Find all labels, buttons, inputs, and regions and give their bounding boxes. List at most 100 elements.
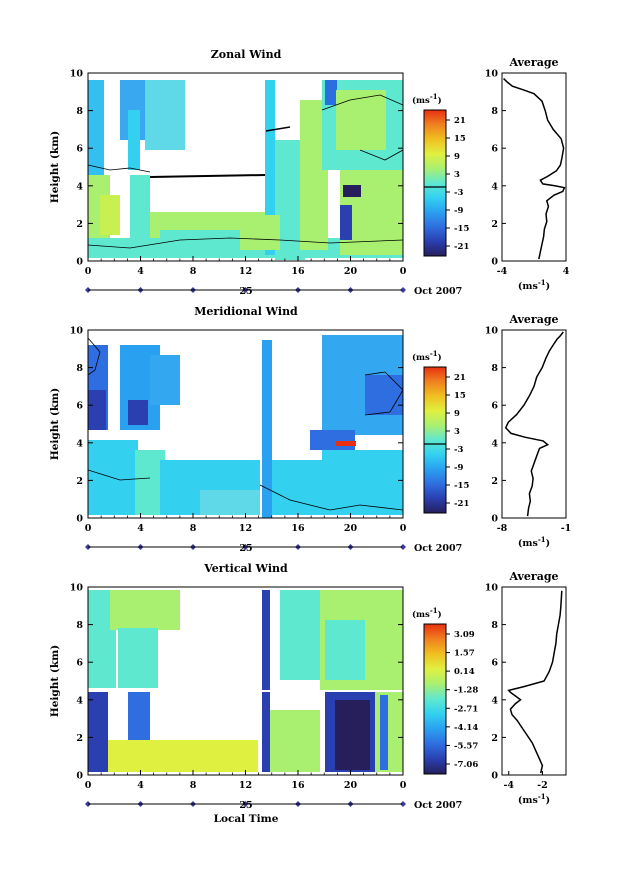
- chart-title: Vertical Wind: [203, 562, 288, 575]
- x-tick-label: 0: [85, 523, 92, 534]
- profile-y-tick-label: 10: [485, 326, 499, 337]
- profile-y-tick-label: 8: [491, 363, 498, 374]
- colorbar-ticks: 21 15 9 3 -3 -9 -15 -21: [446, 116, 469, 252]
- colorbar-tick-label: -4.14: [454, 723, 478, 733]
- date-bar-marker: [400, 801, 406, 807]
- y-tick-label: 10: [70, 583, 84, 594]
- profile-line: [507, 590, 563, 774]
- y-axis-label: Height (km): [49, 645, 61, 717]
- colorbar-tick-label: -1.28: [454, 686, 478, 696]
- y-axis: 0 2 4 6 8 10: [70, 326, 403, 525]
- profile-plot: Average -4 4 0 2 4 6 8 10 (ms-1): [485, 56, 570, 292]
- colorbar-tick-label: -21: [454, 499, 469, 509]
- profile-x-label: (ms-1): [518, 535, 550, 549]
- profile-y-tick-label: 0: [491, 771, 498, 782]
- profile-y-tick-label: 2: [491, 219, 498, 230]
- profile-y-axis: 0 2 4 6 8 10: [485, 326, 506, 525]
- profile-x-tick-label: -1: [561, 523, 572, 534]
- profile-line: [504, 331, 564, 517]
- y-tick-label: 0: [76, 257, 83, 268]
- profile-y-tick-label: 4: [491, 181, 498, 192]
- y-tick-label: 0: [76, 771, 83, 782]
- colorbar-tick-label: 9: [454, 409, 460, 419]
- colorbar-tick-label: 3: [454, 170, 460, 180]
- colorbar-tick-label: -5.57: [454, 741, 478, 751]
- profile-y-tick-label: 10: [485, 583, 499, 594]
- y-tick-label: 4: [76, 695, 83, 706]
- date-bar-marker: [400, 544, 406, 550]
- y-tick-label: 4: [76, 438, 83, 449]
- y-tick-label: 4: [76, 181, 83, 192]
- date-label: Oct 2007: [414, 286, 462, 297]
- profile-y-tick-label: 6: [491, 658, 498, 669]
- colorbar-tick-label: 21: [454, 116, 466, 126]
- colorbar-ticks: 21 15 9 3 -3 -9 -15 -21: [446, 373, 469, 509]
- colorbar-tick-label: -21: [454, 242, 469, 252]
- colorbar-tick-label: 9: [454, 152, 460, 162]
- colorbar-tick-label: -15: [454, 481, 469, 491]
- x-tick-label: 16: [291, 780, 305, 791]
- profile-y-axis: 0 2 4 6 8 10: [485, 69, 506, 268]
- colorbar-tick-label: -3: [454, 188, 464, 198]
- date-day: 25: [239, 286, 252, 297]
- x-tick-label: 0: [85, 780, 92, 791]
- y-tick-label: 10: [70, 326, 84, 337]
- colorbar-tick-label: 3: [454, 427, 460, 437]
- date-day: 25: [239, 800, 252, 811]
- y-tick-label: 2: [76, 733, 83, 744]
- profile-y-axis: 0 2 4 6 8 10: [485, 583, 506, 782]
- profile-y-tick-label: 0: [491, 514, 498, 525]
- heatmap-field: [88, 587, 403, 775]
- y-tick-label: 6: [76, 658, 83, 669]
- profile-y-tick-label: 4: [491, 695, 498, 706]
- x-tick-label: 16: [291, 266, 305, 277]
- y-tick-label: 6: [76, 144, 83, 155]
- date-day: 25: [239, 543, 252, 554]
- colorbar-tick-label: 15: [454, 134, 466, 144]
- colorbar-unit: (ms-1): [412, 349, 442, 363]
- date-label: Oct 2007: [414, 543, 462, 554]
- profile-plot: Average -4 -2 0 2 4 6 8 10 (ms-1): [485, 570, 567, 806]
- y-axis: 0 2 4 6 8 10: [70, 583, 403, 782]
- profile-x-tick-label: -4: [503, 780, 514, 791]
- x-tick-label: 0: [400, 266, 407, 277]
- colorbar-tick-label: 3.09: [454, 630, 475, 640]
- profile-y-tick-label: 2: [491, 476, 498, 487]
- colorbar-tick-label: -7.06: [454, 760, 478, 770]
- heatmap-field: [88, 73, 403, 261]
- y-tick-label: 0: [76, 514, 83, 525]
- x-tick-label: 0: [400, 780, 407, 791]
- y-axis-label: Height (km): [49, 131, 61, 203]
- profile-y-tick-label: 8: [491, 620, 498, 631]
- x-tick-label: 12: [239, 266, 252, 277]
- x-tick-label: 8: [190, 523, 197, 534]
- colorbar-tick-label: -15: [454, 224, 469, 234]
- profile-y-tick-label: 8: [491, 106, 498, 117]
- y-tick-label: 8: [76, 620, 83, 631]
- y-tick-label: 2: [76, 219, 83, 230]
- meridional-panel: Meridional Wind 0 4 8 12 16 20 0: [49, 305, 571, 554]
- x-tick-label: 4: [137, 266, 144, 277]
- x-tick-label: 20: [344, 266, 358, 277]
- colorbar-tick-label: 21: [454, 373, 466, 383]
- profile-y-tick-label: 10: [485, 69, 499, 80]
- profile-x-label: (ms-1): [518, 278, 550, 292]
- chart-title: Zonal Wind: [211, 48, 282, 61]
- profile-plot: Average -8 -1 0 2 4 6 8 10 (ms-1): [485, 313, 572, 549]
- x-axis: 0 4 8 12 16 20 0: [85, 513, 407, 550]
- profile-x-axis: -4 -2: [503, 771, 548, 791]
- profile-line: [503, 78, 566, 260]
- profile-y-tick-label: 4: [491, 438, 498, 449]
- profile-title: Average: [508, 570, 558, 583]
- colorbar-tick-label: 0.14: [454, 667, 475, 677]
- zonal-panel: Zonal Wind: [49, 48, 570, 297]
- y-tick-label: 8: [76, 106, 83, 117]
- x-tick-label: 12: [239, 780, 252, 791]
- y-tick-label: 2: [76, 476, 83, 487]
- x-tick-label: 20: [344, 523, 358, 534]
- x-tick-label: 4: [137, 780, 144, 791]
- y-tick-label: 8: [76, 363, 83, 374]
- x-tick-label: 16: [291, 523, 305, 534]
- colorbar-ticks: 3.09 1.57 0.14 -1.28 -2.71 -4.14 -5.57 -7.06: [446, 630, 478, 770]
